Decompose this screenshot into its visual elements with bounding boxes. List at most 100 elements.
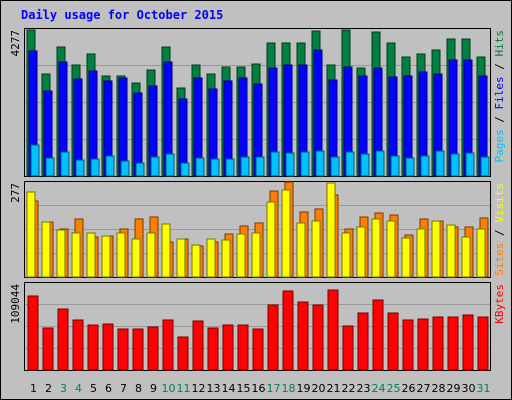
bar-kbytes-day-14 [222,324,234,371]
bar-pages-day-18 [285,152,295,177]
day-label-15: 15 [237,382,251,395]
bar-visits-day-5 [86,232,96,278]
bar-kbytes-day-2 [42,327,54,371]
bar-pages-day-30 [465,152,475,177]
bar-visits-day-18 [281,189,291,278]
bar-pages-day-21 [330,156,340,177]
bar-kbytes-day-27 [417,318,429,371]
day-label-27: 27 [417,382,431,395]
legend-item: / [493,110,506,130]
max-label-top: 4277 [9,30,22,57]
bar-kbytes-day-18 [282,290,294,371]
bar-pages-day-6 [105,155,115,177]
day-label-30: 30 [462,382,476,395]
legend-item: Hits [493,30,506,57]
day-label-31: 31 [477,382,491,395]
bar-pages-day-19 [300,151,310,177]
bar-kbytes-day-9 [147,326,159,371]
bar-visits-day-4 [71,232,81,278]
day-label-9: 9 [150,382,157,395]
bar-pages-day-16 [255,156,265,177]
bar-kbytes-day-3 [57,308,69,371]
bar-kbytes-day-15 [237,324,249,371]
bar-pages-day-27 [420,155,430,177]
bar-visits-day-3 [56,229,66,278]
bar-pages-day-14 [225,158,235,177]
day-label-25: 25 [387,382,401,395]
bar-kbytes-day-21 [327,289,339,371]
bar-kbytes-day-12 [192,320,204,371]
bar-visits-day-9 [146,232,156,278]
bar-visits-day-10 [161,223,171,278]
bar-pages-day-8 [135,162,145,177]
bar-pages-day-11 [180,162,190,177]
bar-visits-day-15 [236,233,246,278]
legend-middle: Sites / Visits [493,183,506,276]
bar-visits-day-6 [101,235,111,278]
day-label-11: 11 [177,382,191,395]
bar-visits-day-28 [431,220,441,278]
day-label-2: 2 [45,382,52,395]
bar-kbytes-day-5 [87,324,99,371]
bar-visits-day-14 [221,239,231,278]
max-label-middle: 277 [9,183,22,203]
day-label-1: 1 [30,382,37,395]
bar-kbytes-day-30 [462,314,474,371]
bar-pages-day-25 [390,155,400,177]
bar-visits-day-2 [41,221,51,278]
day-label-5: 5 [90,382,97,395]
day-label-18: 18 [282,382,296,395]
bar-pages-day-7 [120,160,130,177]
bar-visits-day-12 [191,244,201,278]
bar-pages-day-17 [270,151,280,177]
day-label-7: 7 [120,382,127,395]
bar-pages-day-9 [150,156,160,177]
bar-visits-day-26 [401,237,411,278]
day-label-8: 8 [135,382,142,395]
bar-visits-day-27 [416,228,426,278]
bar-pages-day-13 [210,158,220,177]
bar-kbytes-day-19 [297,301,309,371]
bar-visits-day-11 [176,238,186,278]
bar-kbytes-day-8 [132,328,144,371]
bar-kbytes-day-7 [117,328,129,371]
bar-pages-day-26 [405,157,415,177]
bar-kbytes-day-25 [387,312,399,371]
bar-pages-day-29 [450,153,460,177]
day-label-28: 28 [432,382,446,395]
bar-visits-day-19 [296,222,306,278]
legend-item: Sites [493,243,506,276]
bar-pages-day-22 [345,151,355,177]
bar-pages-day-23 [360,153,370,177]
bar-visits-day-20 [311,220,321,278]
day-label-23: 23 [357,382,371,395]
bar-pages-day-15 [240,156,250,177]
bar-pages-day-2 [45,157,55,177]
legend-item: Visits [493,183,506,223]
day-label-26: 26 [402,382,416,395]
bar-kbytes-day-17 [267,304,279,371]
bar-kbytes-day-31 [477,316,489,371]
chart-title: Daily usage for October 2015 [21,8,224,22]
bar-pages-day-24 [375,150,385,177]
bar-visits-day-7 [116,232,126,278]
bar-pages-day-4 [75,159,85,177]
bar-pages-day-20 [315,150,325,177]
bar-kbytes-day-20 [312,304,324,371]
bar-kbytes-day-29 [447,316,459,371]
day-label-17: 17 [267,382,281,395]
bar-pages-day-12 [195,157,205,177]
legend-item: Files [493,76,506,109]
day-label-4: 4 [75,382,82,395]
bar-visits-day-21 [326,182,336,278]
bar-visits-day-30 [461,236,471,278]
bar-visits-day-8 [131,238,141,278]
bar-kbytes-day-26 [402,319,414,371]
bar-kbytes-day-28 [432,316,444,371]
bar-pages-day-31 [480,156,490,177]
bar-pages-day-5 [90,158,100,177]
bar-pages-day-3 [60,151,70,177]
day-label-14: 14 [222,382,236,395]
legend-bottom: KBytes [493,284,506,324]
